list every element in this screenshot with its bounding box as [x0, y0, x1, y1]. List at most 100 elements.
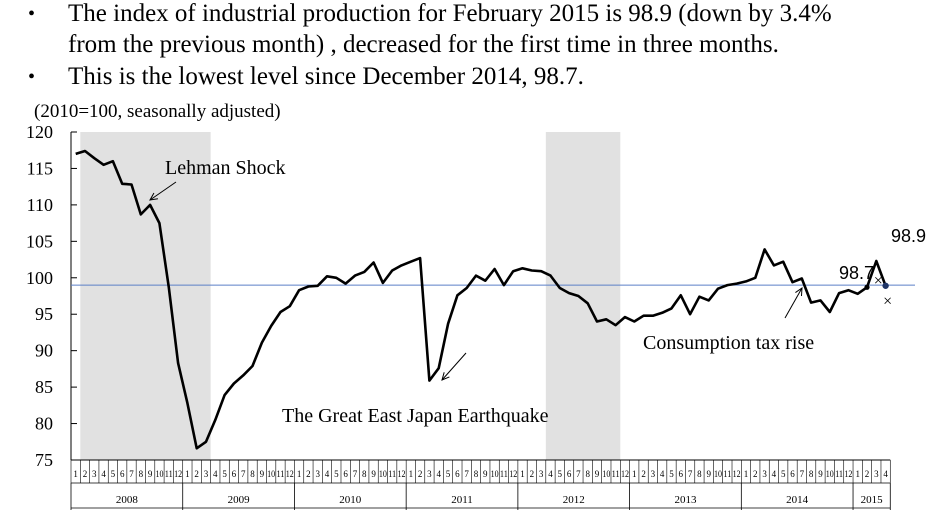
x-tick-label: 12 — [621, 469, 629, 479]
x-tick-label: 10 — [491, 469, 499, 479]
annotation-label: Lehman Shock — [165, 157, 286, 179]
x-tick-label: 12 — [733, 469, 741, 479]
x-tick-label: 3 — [539, 469, 544, 479]
x-tick-label: 5 — [222, 469, 227, 479]
y-tick-label: 100 — [26, 268, 53, 288]
x-tick-label: 4 — [883, 469, 888, 479]
x-tick-label: 12 — [398, 469, 406, 479]
y-tick-label: 95 — [35, 304, 53, 324]
data-series: ×× — [75, 149, 892, 450]
x-tick-label: 8 — [697, 469, 702, 479]
x-tick-label: 7 — [129, 469, 134, 479]
x-tick-label: 11 — [612, 469, 620, 479]
x-tick-label: 3 — [874, 469, 879, 479]
annotation-label: The Great East Japan Earthquake — [282, 405, 549, 427]
x-tick-label: 5 — [334, 469, 339, 479]
annotation-label: Consumption tax rise — [643, 332, 814, 354]
latest-point — [882, 282, 889, 289]
x-tick-label: 8 — [139, 469, 144, 479]
bullet-dot: • — [28, 3, 36, 25]
year-label: 2013 — [674, 494, 697, 506]
bullet-item: • The index of industrial production for… — [0, 0, 949, 59]
bullet-dot: • — [28, 66, 36, 88]
bullet-line: from the previous month) , decreased for… — [68, 31, 779, 58]
x-tick-label: 12 — [174, 469, 182, 479]
x-tick-label: 12 — [286, 469, 294, 479]
annotation-arrow — [784, 287, 803, 319]
annotation-arrowhead — [795, 286, 803, 297]
x-tick-label: 3 — [762, 469, 767, 479]
x-tick-label: 12 — [844, 469, 852, 479]
data-value-label: 98.7 — [839, 263, 874, 283]
x-tick-label: 6 — [232, 469, 237, 479]
x-tick-label: 3 — [315, 469, 320, 479]
x-tick-label: 9 — [706, 469, 711, 479]
x-tick-label: 1 — [744, 469, 749, 479]
y-tick-label: 85 — [35, 377, 53, 397]
forecast-marker: × — [874, 273, 883, 290]
x-tick-label: 2 — [306, 469, 311, 479]
x-tick-label: 10 — [714, 469, 722, 479]
data-point — [864, 284, 870, 290]
x-tick-label: 5 — [111, 469, 116, 479]
y-tick-label: 120 — [26, 122, 53, 142]
bullet-item: • This is the lowest level since Decembe… — [0, 62, 949, 94]
x-tick-label: 1 — [855, 469, 860, 479]
y-tick-label: 80 — [35, 414, 53, 434]
x-tick-label: 4 — [436, 469, 441, 479]
x-tick-label: 2 — [641, 469, 646, 479]
y-tick-label: 105 — [26, 231, 53, 251]
bullet-line: This is the lowest level since December … — [68, 63, 584, 90]
year-label: 2010 — [339, 494, 362, 506]
x-tick-label: 2 — [83, 469, 88, 479]
x-tick-label: 1 — [73, 469, 78, 479]
x-tick-label: 11 — [723, 469, 731, 479]
y-tick-label: 90 — [35, 341, 53, 361]
x-tick-label: 7 — [688, 469, 693, 479]
y-axis-label: (2010=100, seasonally adjusted) — [34, 101, 281, 122]
x-tick-label: 2 — [418, 469, 423, 479]
year-label: 2008 — [116, 494, 139, 506]
x-tick-label: 4 — [213, 469, 218, 479]
x-tick-label: 6 — [120, 469, 125, 479]
x-tick-label: 11 — [388, 469, 396, 479]
x-tick-label: 2 — [530, 469, 535, 479]
data-value-label: 98.9 — [891, 226, 926, 246]
x-tick-label: 3 — [427, 469, 432, 479]
x-tick-label: 3 — [92, 469, 97, 479]
year-label: 2015 — [861, 494, 884, 506]
annotations: Lehman Shock The Great East Japan Earthqu… — [149, 157, 926, 427]
x-tick-label: 1 — [520, 469, 525, 479]
x-tick-label: 5 — [669, 469, 674, 479]
y-tick-label: 110 — [27, 195, 53, 215]
x-tick-label: 9 — [818, 469, 823, 479]
x-tick-label: 5 — [558, 469, 563, 479]
x-tick-label: 6 — [567, 469, 572, 479]
y-tick-label: 115 — [27, 158, 53, 178]
x-tick-label: 2 — [753, 469, 758, 479]
annotation-arrowhead — [149, 192, 158, 201]
x-tick-label: 2 — [865, 469, 870, 479]
x-tick-label: 9 — [260, 469, 265, 479]
x-tick-label: 6 — [455, 469, 460, 479]
x-tick-label: 9 — [371, 469, 376, 479]
x-tick-label: 10 — [379, 469, 387, 479]
x-tick-label: 5 — [446, 469, 451, 479]
x-tick-label: 3 — [651, 469, 656, 479]
x-tick-label: 1 — [185, 469, 190, 479]
year-label: 2012 — [563, 494, 585, 506]
x-tick-label: 10 — [826, 469, 834, 479]
x-tick-label: 6 — [679, 469, 684, 479]
recession-band — [545, 132, 621, 460]
annotation-arrowhead — [441, 372, 450, 381]
x-tick-label: 8 — [362, 469, 367, 479]
x-tick-label: 11 — [165, 469, 173, 479]
x-tick-label: 3 — [204, 469, 209, 479]
x-tick-label: 11 — [276, 469, 284, 479]
x-tick-label: 5 — [781, 469, 786, 479]
x-tick-label: 10 — [602, 469, 610, 479]
x-tick-label: 11 — [500, 469, 508, 479]
series-line — [75, 149, 887, 450]
